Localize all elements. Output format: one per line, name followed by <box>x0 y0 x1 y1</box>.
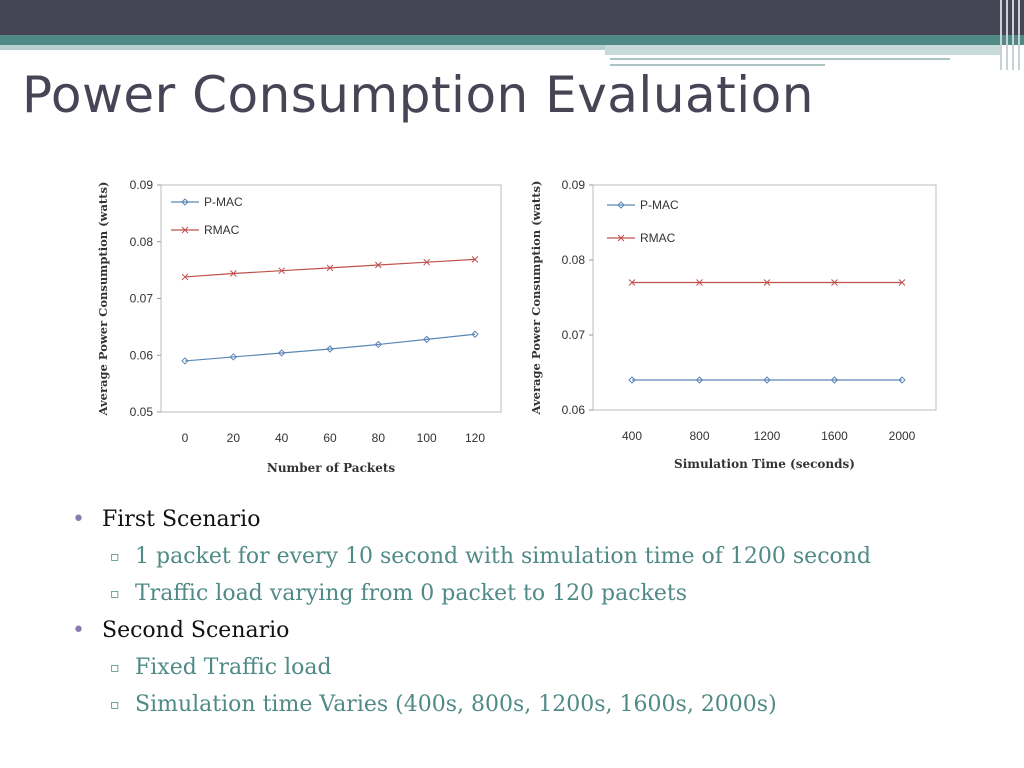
x-tick-label: 400 <box>622 429 642 443</box>
header-stripes <box>996 0 1024 70</box>
y-axis-label: Average Power Consumption (watts) <box>529 181 543 416</box>
sub-bullet-square-icon: ▫ <box>110 660 120 676</box>
sub-bullet-item: ▫ Traffic load varying from 0 packet to … <box>72 579 992 616</box>
x-tick-label: 0 <box>182 431 189 445</box>
x-tick-label: 2000 <box>889 429 916 443</box>
data-point <box>830 376 839 384</box>
header-thin-line <box>610 58 950 60</box>
data-point <box>628 279 636 286</box>
y-tick-label: 0.07 <box>562 328 586 342</box>
data-point <box>617 234 625 242</box>
header-bar <box>0 0 1024 35</box>
y-tick-label: 0.06 <box>562 403 586 417</box>
data-point <box>831 279 838 286</box>
plot-area <box>592 184 937 411</box>
data-point <box>763 376 771 384</box>
x-tick-label: 120 <box>465 431 485 445</box>
series-line <box>184 333 476 362</box>
data-point <box>628 376 636 384</box>
sub-bullet-item: ▫ Fixed Traffic load <box>72 653 992 690</box>
plot-area <box>160 184 502 413</box>
x-tick-label: 100 <box>417 431 437 445</box>
data-point <box>181 198 189 206</box>
x-axis-label: Number of Packets <box>267 461 396 475</box>
data-point <box>763 279 771 286</box>
x-tick-label: 1600 <box>821 429 848 443</box>
y-tick-label: 0.05 <box>130 405 154 419</box>
chart-packets-svg: 0.05 0.06 0.07 0.08 0.09 0 20 40 60 80 100 120 P-MAC… <box>96 178 502 475</box>
legend-label: RMAC <box>640 231 676 245</box>
data-point <box>181 226 189 234</box>
sub-bullet-item: ▫ 1 packet for every 10 second with simu… <box>72 542 992 579</box>
y-tick-label: 0.06 <box>130 348 154 362</box>
data-point <box>695 376 704 384</box>
x-tick-label: 1200 <box>754 429 781 443</box>
y-tick-label: 0.09 <box>562 178 586 192</box>
y-tick-label: 0.07 <box>130 292 154 306</box>
data-point <box>423 258 431 266</box>
bullet-text: Second Scenario <box>102 618 290 643</box>
legend-label: P-MAC <box>640 198 679 212</box>
y-axis-label: Average Power Consumption (watts) <box>96 182 110 417</box>
chart-packets: 0.05 0.06 0.07 0.08 0.09 0 20 40 60 80 100 120 P-MAC… <box>95 172 515 482</box>
data-point <box>277 349 286 357</box>
legend-label: RMAC <box>204 223 240 237</box>
sub-bullet-text: Traffic load varying from 0 packet to 12… <box>135 581 688 606</box>
data-point <box>181 273 189 281</box>
y-tick-label: 0.08 <box>562 253 586 267</box>
x-tick-label: 20 <box>227 431 241 445</box>
data-point <box>181 357 189 365</box>
bullet-text: First Scenario <box>102 507 261 532</box>
header-light-band-right <box>605 45 1000 55</box>
sub-bullet-text: Fixed Traffic load <box>135 655 332 680</box>
x-tick-label: 80 <box>372 431 386 445</box>
data-point <box>898 279 906 286</box>
data-point <box>617 201 625 209</box>
data-point <box>374 261 382 269</box>
sub-bullet-square-icon: ▫ <box>110 697 120 713</box>
data-point <box>326 345 334 353</box>
x-axis-label: Simulation Time (seconds) <box>674 457 855 471</box>
y-tick-label: 0.08 <box>130 235 154 249</box>
chart-simtime: 0.06 0.07 0.08 0.09 400 800 1200 1600 2000 P-MAC R… <box>528 172 953 482</box>
bullet-item: • Second Scenario <box>72 616 992 653</box>
page-title: Power Consumption Evaluation <box>22 66 814 124</box>
data-point <box>229 270 237 277</box>
legend-label: P-MAC <box>204 195 243 209</box>
bullet-dot-icon: • <box>72 507 85 532</box>
header-accent-band <box>0 35 1024 45</box>
x-tick-label: 800 <box>689 429 709 443</box>
bullet-dot-icon: • <box>72 618 85 643</box>
data-point <box>898 376 906 384</box>
data-point <box>471 255 479 263</box>
x-tick-label: 60 <box>323 431 337 445</box>
header-thin-line <box>610 64 825 66</box>
bullet-list: • First Scenario ▫ 1 packet for every 10… <box>72 505 992 727</box>
data-point <box>326 264 334 272</box>
sub-bullet-text: 1 packet for every 10 second with simula… <box>135 544 872 569</box>
data-point <box>696 279 703 286</box>
data-point <box>422 335 431 344</box>
bullet-item: • First Scenario <box>72 505 992 542</box>
x-tick-label: 40 <box>275 431 289 445</box>
sub-bullet-text: Simulation time Varies (400s, 800s, 1200… <box>135 692 777 717</box>
data-point <box>278 267 286 275</box>
sub-bullet-item: ▫ Simulation time Varies (400s, 800s, 12… <box>72 690 992 727</box>
chart-simtime-svg: 0.06 0.07 0.08 0.09 400 800 1200 1600 2000 P-MAC R… <box>529 178 937 471</box>
sub-bullet-square-icon: ▫ <box>110 549 120 565</box>
data-point <box>471 330 479 338</box>
sub-bullet-square-icon: ▫ <box>110 586 120 602</box>
header-light-band <box>0 45 605 50</box>
y-tick-label: 0.09 <box>130 178 154 192</box>
data-point <box>374 340 383 349</box>
data-point <box>229 353 238 361</box>
